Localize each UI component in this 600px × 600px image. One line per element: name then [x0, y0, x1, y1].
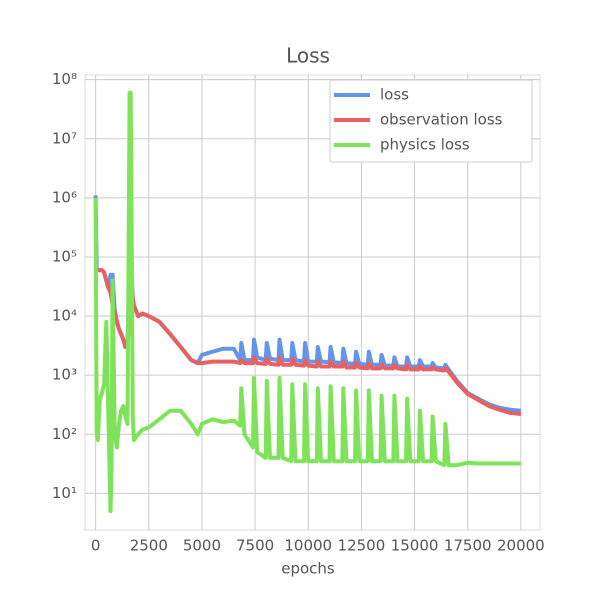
legend-label: physics loss	[380, 136, 470, 154]
y-tick-label: 10⁷	[52, 129, 77, 147]
y-tick-label: 10²	[52, 425, 77, 443]
x-tick-label: 0	[91, 537, 101, 555]
y-tick-label: 10⁵	[52, 247, 77, 265]
y-tick-label: 10¹	[52, 484, 77, 502]
x-tick-label: 7500	[236, 537, 274, 555]
x-tick-label: 10000	[284, 537, 332, 555]
y-tick-label: 10⁶	[52, 188, 77, 206]
x-tick-label: 20000	[497, 537, 545, 555]
series-line	[94, 268, 522, 416]
y-tick-label: 10⁴	[52, 307, 77, 325]
x-tick-label: 15000	[391, 537, 439, 555]
y-tick-label: 10³	[52, 366, 77, 384]
legend-box	[329, 79, 533, 163]
x-tick-label: 5000	[183, 537, 221, 555]
x-axis-label: epochs	[281, 560, 335, 578]
x-tick-label: 12500	[338, 537, 386, 555]
legend-label: loss	[380, 86, 409, 104]
chart-title: Loss	[286, 44, 330, 68]
plot-frame	[84, 74, 541, 531]
series-line	[93, 90, 521, 514]
legend-label: observation loss	[380, 111, 503, 129]
y-tick-label: 10⁸	[52, 70, 77, 88]
x-tick-label: 2500	[130, 537, 168, 555]
x-tick-label: 17500	[444, 537, 492, 555]
